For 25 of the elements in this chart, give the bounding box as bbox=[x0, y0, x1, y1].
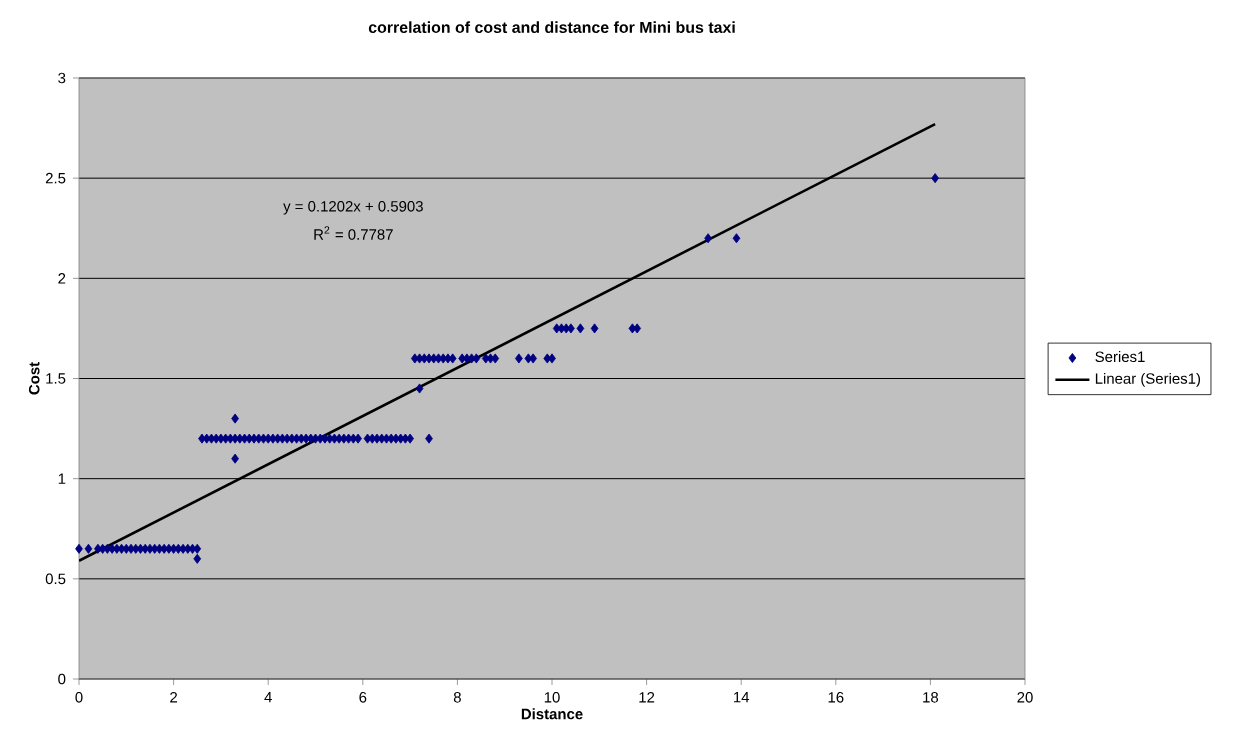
y-tick-label: 0.5 bbox=[45, 573, 66, 585]
x-tick-label: 20 bbox=[1017, 692, 1033, 703]
y-tick-label: 2 bbox=[58, 273, 66, 284]
legend-label: Series1 bbox=[1095, 351, 1145, 363]
annotation: R$^{2}$ = 0.7787 bbox=[314, 226, 393, 240]
x-tick-label: 8 bbox=[453, 692, 461, 703]
x-tick-label: 14 bbox=[734, 692, 750, 703]
y-tick-label: 3 bbox=[58, 72, 66, 84]
annotation: y = 0.1202x + 0.5903 bbox=[283, 201, 423, 215]
x-tick-label: 4 bbox=[264, 692, 272, 703]
y-axis-title: Cost bbox=[28, 362, 40, 395]
x-tick-label: 0 bbox=[75, 692, 83, 703]
x-tick-label: 10 bbox=[544, 692, 560, 703]
x-tick-label: 18 bbox=[923, 692, 939, 703]
x-tick-label: 16 bbox=[828, 692, 844, 703]
x-tick-label: 6 bbox=[359, 692, 367, 703]
x-tick-label: 2 bbox=[170, 692, 178, 703]
y-tick-label: 1 bbox=[58, 473, 66, 484]
x-axis-title: Distance bbox=[521, 708, 583, 720]
x-tick-label: 12 bbox=[639, 692, 655, 703]
legend-label: Linear (Series1) bbox=[1095, 372, 1201, 387]
y-tick-label: 1.5 bbox=[46, 373, 66, 384]
y-tick-label: 2.5 bbox=[45, 172, 66, 184]
y-tick-label: 0 bbox=[58, 673, 66, 685]
chart-title: correlation of cost and distance for Mini bus taxi bbox=[368, 21, 735, 33]
